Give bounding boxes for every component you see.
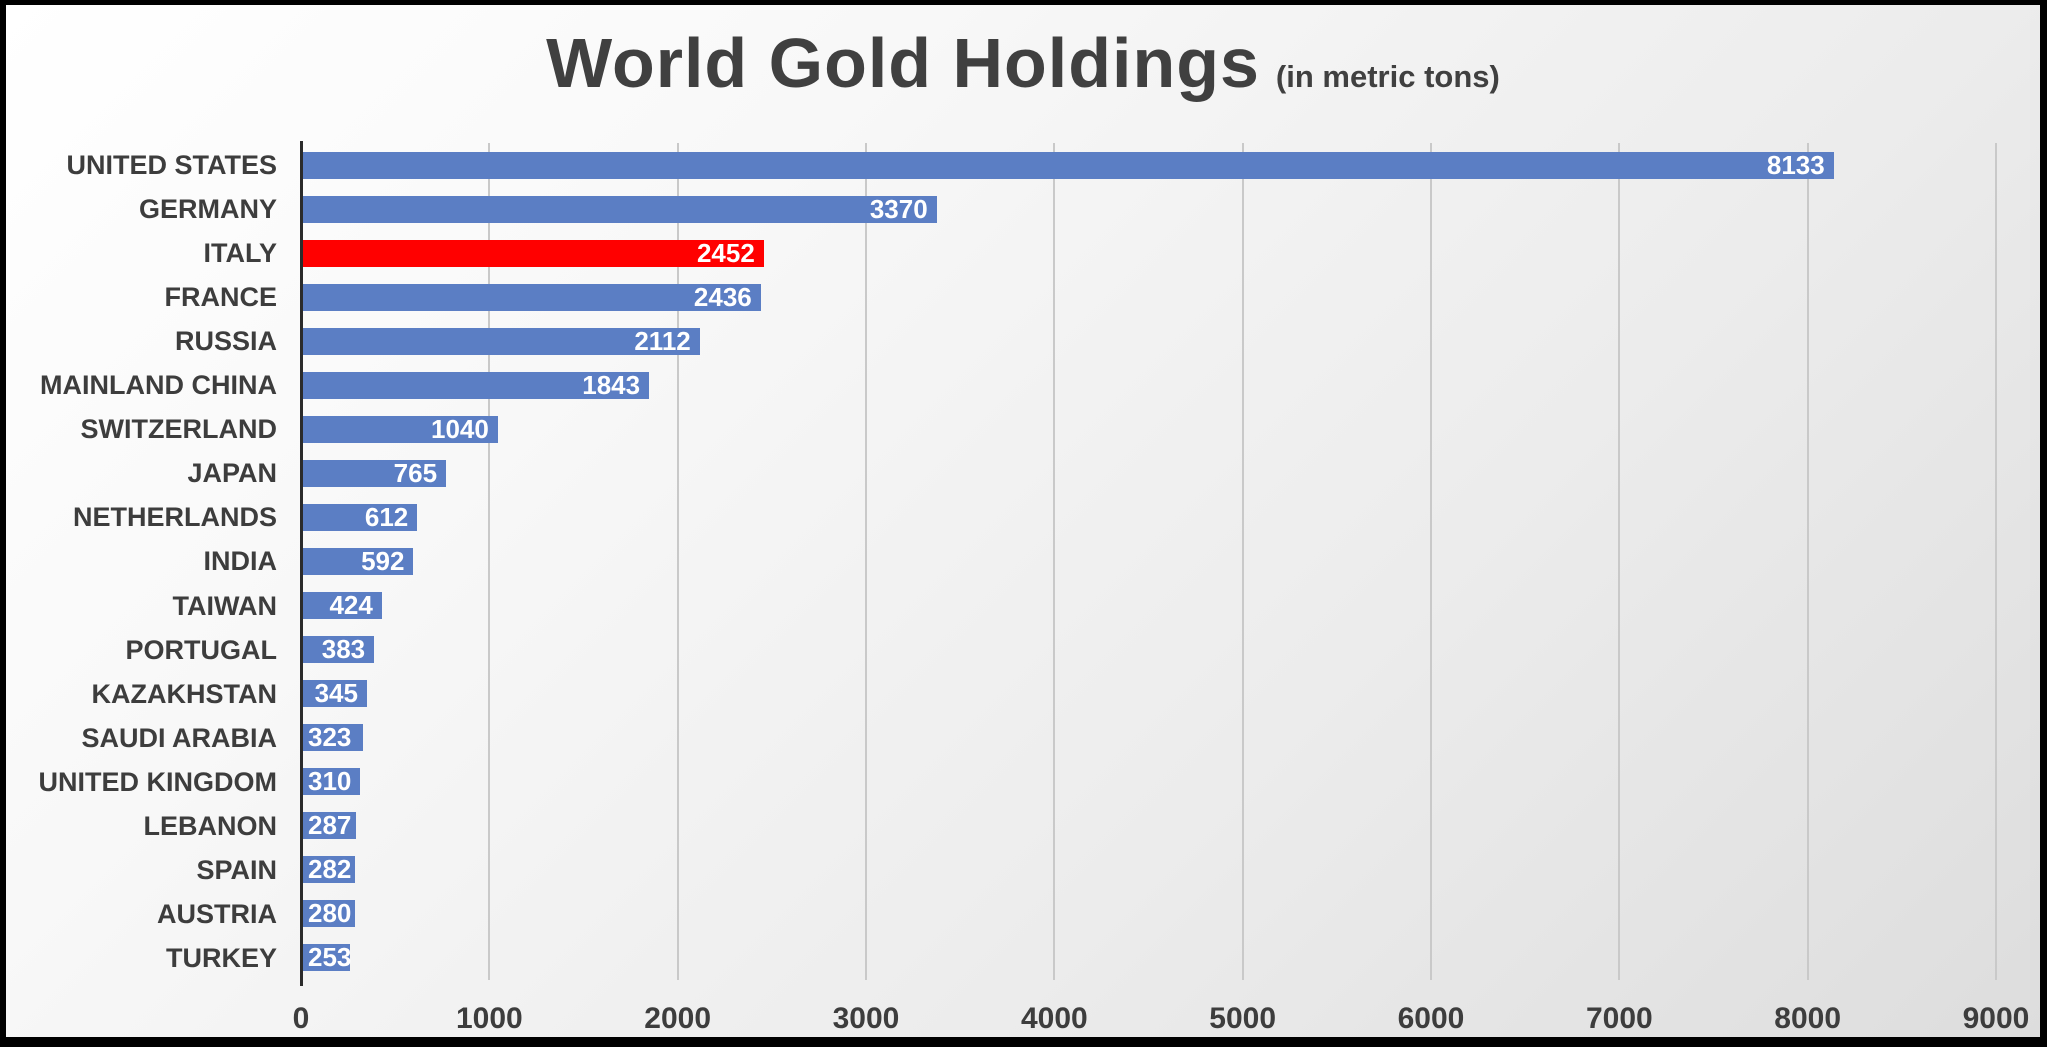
bar-italy: 2452 — [302, 237, 764, 268]
category-label: GERMANY — [138, 194, 277, 225]
category-label: ITALY — [203, 238, 277, 269]
bar-netherlands: 612 — [302, 501, 418, 532]
bar-kazakhstan: 345 — [302, 678, 367, 709]
bar-value-label: 323 — [308, 722, 352, 753]
bar-value-label: 1843 — [582, 369, 641, 400]
gridline — [1995, 143, 1997, 980]
x-axis-tick-label: 5000 — [1209, 1002, 1277, 1035]
bar-lebanon: 287 — [302, 810, 357, 841]
x-axis-tick-label: 9000 — [1962, 1002, 2030, 1035]
bar-value-label: 3370 — [869, 193, 928, 224]
gridline — [1053, 143, 1056, 980]
gridline — [1430, 143, 1432, 980]
category-label: SWITZERLAND — [80, 414, 277, 445]
category-label: JAPAN — [187, 458, 277, 489]
bar-value-label: 280 — [308, 898, 352, 929]
gridline — [676, 143, 679, 980]
gridline — [1241, 143, 1244, 980]
category-label: KAZAKHSTAN — [91, 678, 277, 709]
bar-value-label: 287 — [308, 810, 352, 841]
bar-austria: 280 — [302, 898, 355, 929]
x-axis-tick-label: 8000 — [1774, 1002, 1842, 1035]
category-label: INDIA — [203, 546, 278, 577]
category-label: NETHERLANDS — [72, 502, 277, 533]
x-axis-tick-label: 2000 — [644, 1002, 712, 1035]
gridline — [488, 143, 491, 980]
bar-saudi-arabia: 323 — [302, 722, 363, 753]
bar-spain: 282 — [302, 854, 356, 885]
gridline — [865, 143, 867, 980]
bar-value-label: 592 — [361, 546, 405, 576]
bar-value-label: 424 — [329, 590, 373, 621]
category-label: PORTUGAL — [125, 634, 278, 665]
bar-taiwan: 424 — [302, 590, 382, 621]
category-label: MAINLAND CHINA — [40, 370, 277, 401]
bar-turkey: 253 — [302, 942, 352, 973]
x-axis-tick-label: 7000 — [1585, 1002, 1653, 1035]
bar-india: 592 — [302, 546, 414, 576]
chart-title-block: World Gold Holdings (in metric tons) — [6, 23, 2040, 103]
bar-value-label: 345 — [314, 678, 358, 709]
x-axis-tick-label: 0 — [292, 1002, 310, 1035]
bar-germany: 3370 — [302, 193, 937, 224]
bar-switzerland: 1040 — [302, 413, 498, 444]
x-axis-tick-label: 6000 — [1397, 1002, 1465, 1035]
category-label: RUSSIA — [174, 326, 277, 357]
gridline — [1618, 143, 1621, 980]
bar-value-label: 1040 — [431, 413, 489, 444]
x-axis-tick-label: 4000 — [1020, 1002, 1088, 1035]
x-axis-tick-label: 1000 — [455, 1002, 523, 1035]
bar-value-label: 612 — [364, 501, 409, 532]
y-axis-line — [300, 141, 303, 986]
bar-value-label: 765 — [393, 457, 438, 488]
bar-portugal: 383 — [302, 634, 375, 665]
category-label: SPAIN — [196, 854, 277, 885]
bar-united-states: 8133 — [302, 149, 1834, 180]
category-label: LEBANON — [143, 810, 278, 841]
bar-value-label: 2436 — [693, 281, 752, 312]
bar-russia: 2112 — [302, 325, 700, 356]
bar-value-label: 383 — [321, 634, 366, 665]
chart-subtitle: (in metric tons) — [1275, 59, 1500, 94]
chart-title: World Gold Holdings — [546, 24, 1260, 102]
bar-value-label: 253 — [308, 942, 352, 973]
category-label: SAUDI ARABIA — [81, 722, 278, 753]
category-label: AUSTRIA — [157, 898, 277, 929]
category-label: UNITED STATES — [66, 150, 277, 180]
bar-mainland-china: 1843 — [302, 369, 650, 400]
category-label: FRANCE — [164, 282, 278, 313]
bar-value-label: 282 — [308, 854, 352, 885]
bar-value-label: 2112 — [634, 325, 691, 356]
category-label: TURKEY — [165, 942, 277, 973]
category-label: TAIWAN — [172, 590, 277, 621]
bar-value-label: 2452 — [696, 237, 755, 268]
bar-japan: 765 — [302, 457, 447, 488]
x-axis-tick-label: 3000 — [832, 1002, 900, 1035]
bar-value-label: 310 — [308, 766, 352, 797]
bar-france: 2436 — [302, 281, 761, 312]
bar-value-label: 8133 — [1766, 149, 1825, 180]
gridline — [1806, 143, 1809, 980]
category-label: UNITED KINGDOM — [38, 766, 278, 797]
bar-united-kingdom: 310 — [302, 766, 361, 797]
